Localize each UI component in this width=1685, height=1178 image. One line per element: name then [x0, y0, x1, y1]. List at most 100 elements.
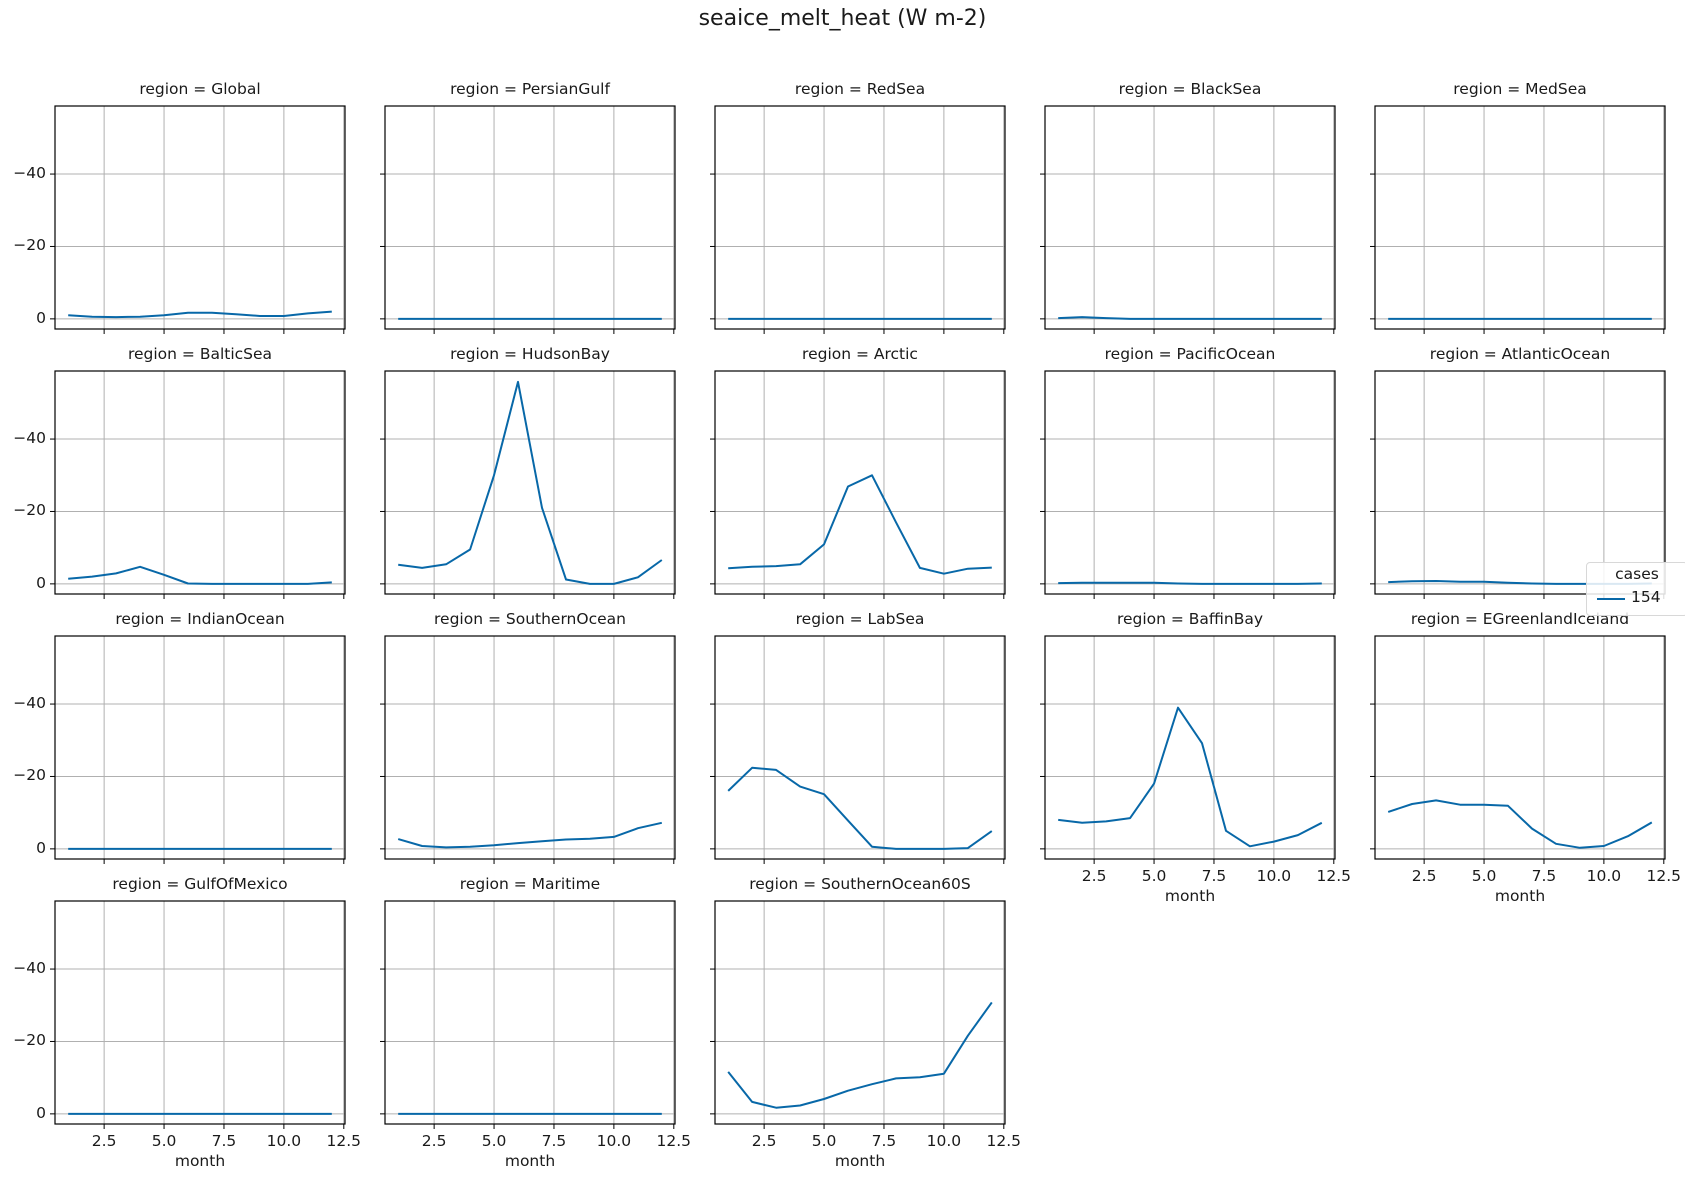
panel-SouthernOcean: region = SouthernOcean [380, 610, 676, 864]
x-tick-label: 10.0 [1586, 867, 1622, 885]
x-axis-label: month [174, 1152, 226, 1170]
panel-Arctic: region = Arctic [710, 345, 1006, 599]
panel-MedSea: region = MedSea [1370, 80, 1666, 334]
series-line-154 [68, 310, 332, 319]
x-tick-label: 5.0 [811, 1132, 837, 1150]
x-axis-label: month [1494, 887, 1546, 905]
series-line-154 [397, 821, 663, 849]
plot-area [1370, 370, 1666, 599]
x-tick-label: 5.0 [1141, 867, 1167, 885]
series-line-154 [1058, 706, 1323, 848]
y-tick-label: −40 [13, 959, 46, 978]
panel-title: region = PacificOcean [1104, 345, 1276, 363]
panel-title: region = MedSea [1453, 80, 1587, 98]
x-tick-label: 10.0 [596, 1132, 632, 1150]
figure-title: seaice_melt_heat (W m-2) [698, 6, 987, 31]
legend-line-swatch [1597, 598, 1625, 600]
panel-title: region = SouthernOcean60S [749, 875, 971, 893]
panel-title: region = Global [139, 80, 261, 98]
x-tick-label: 10.0 [266, 1132, 302, 1150]
x-tick-label: 2.5 [421, 1132, 447, 1150]
y-tick-label: −20 [13, 501, 46, 520]
plot-area [1040, 105, 1336, 334]
legend-title: cases [1615, 565, 1659, 583]
x-tick-label: 5.0 [1471, 867, 1497, 885]
panel-title: region = SouthernOcean [434, 610, 626, 628]
x-tick-label: 2.5 [751, 1132, 777, 1150]
panel-LabSea: region = LabSea [710, 610, 1006, 864]
panel-title: region = BaffinBay [1116, 610, 1264, 628]
x-tick-label: 2.5 [1081, 867, 1107, 885]
panel-title: region = BalticSea [127, 345, 273, 363]
plot-area [380, 900, 676, 1129]
panel-title: region = HudsonBay [450, 345, 610, 363]
plot-area [710, 105, 1006, 334]
panel-Global: region = Global 0 −20 −40 [13, 80, 346, 334]
y-tick-label: −20 [13, 236, 46, 255]
series-line-154 [1058, 316, 1322, 320]
series-line-154 [1387, 799, 1653, 849]
plot-area [380, 105, 676, 334]
plot-area [50, 635, 346, 864]
y-tick-label: 0 [36, 573, 46, 592]
panel-EGreenlandIceland: region = EGreenlandIceland 2.5 5.0 7.5 10.0 1… [1370, 610, 1681, 905]
panel-BaffinBay: region = BaffinBay 2.5 5.0 7.5 10.0 12.5 month [1040, 610, 1351, 905]
x-tick-label: 2.5 [1411, 867, 1437, 885]
plot-area [1040, 635, 1336, 864]
series-line-154 [728, 474, 992, 575]
y-tick-label: −20 [13, 1031, 46, 1050]
panel-AtlanticOcean: region = AtlanticOcean [1370, 345, 1666, 599]
plot-area [50, 105, 346, 334]
panel-title: region = BlackSea [1118, 80, 1262, 98]
x-tick-label: 12.5 [1316, 867, 1352, 885]
panel-PersianGulf: region = PersianGulf [380, 80, 676, 334]
panel-title: region = IndianOcean [115, 610, 285, 628]
y-tick-label: −40 [13, 429, 46, 448]
x-tick-label: 7.5 [541, 1132, 567, 1150]
y-tick-label: −20 [13, 766, 46, 785]
series-line-154 [398, 380, 663, 585]
panel-RedSea: region = RedSea [710, 80, 1006, 334]
panel-title: region = PersianGulf [450, 80, 610, 98]
panel-PacificOcean: region = PacificOcean [1040, 345, 1336, 599]
panel-title: region = RedSea [794, 80, 926, 98]
y-tick-label: 0 [36, 1103, 46, 1122]
plot-area [1370, 635, 1666, 864]
plot-area [710, 900, 1006, 1129]
y-tick-label: −40 [13, 694, 46, 713]
series-line-154 [727, 766, 993, 850]
x-tick-label: 12.5 [326, 1132, 362, 1150]
panel-BalticSea: region = BalticSea 0 −20 −40 [13, 345, 346, 599]
panel-IndianOcean: region = IndianOcean 0 −20 −40 [13, 610, 346, 864]
plot-area [50, 370, 346, 599]
panel-GulfOfMexico: region = GulfOfMexico 0 −20 −40 2.5 5.0 7.5 10.… [13, 875, 361, 1170]
x-axis-label: month [834, 1152, 886, 1170]
panel-title: region = AtlanticOcean [1429, 345, 1611, 363]
x-tick-label: 10.0 [926, 1132, 962, 1150]
x-tick-label: 12.5 [986, 1132, 1022, 1150]
panel-title: region = GulfOfMexico [112, 875, 288, 893]
plot-area [1370, 105, 1666, 334]
y-tick-label: 0 [36, 838, 46, 857]
legend: cases 154 [1586, 562, 1685, 616]
panel-Maritime: region = Maritime 2.5 5.0 7.5 10.0 12.5 month [380, 875, 691, 1170]
x-tick-label: 7.5 [1531, 867, 1557, 885]
x-tick-label: 7.5 [871, 1132, 897, 1150]
y-tick-label: −40 [13, 164, 46, 183]
x-tick-label: 5.0 [481, 1132, 507, 1150]
x-tick-label: 12.5 [656, 1132, 692, 1150]
x-axis-label: month [1164, 887, 1216, 905]
x-tick-label: 12.5 [1646, 867, 1682, 885]
x-tick-label: 7.5 [211, 1132, 237, 1150]
series-line-154 [68, 565, 332, 585]
plot-area [380, 635, 676, 864]
panel-title: region = EGreenlandIceland [1410, 610, 1630, 628]
panel-title: region = LabSea [795, 610, 925, 628]
x-tick-label: 7.5 [1201, 867, 1227, 885]
series-line-154 [1058, 581, 1322, 585]
plot-area [710, 635, 1006, 864]
plot-area [380, 370, 676, 599]
panel-HudsonBay: region = HudsonBay [380, 345, 676, 599]
panel-BlackSea: region = BlackSea [1040, 80, 1336, 334]
x-axis-label: month [504, 1152, 556, 1170]
